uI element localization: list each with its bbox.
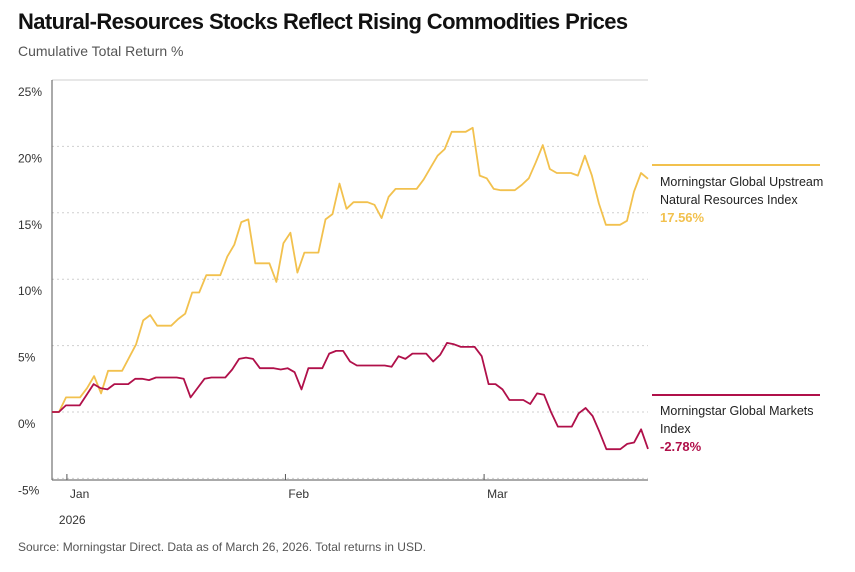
legend-value-markets: -2.78% — [660, 439, 702, 454]
x-tick-label: Jan — [70, 487, 89, 501]
legend-label-resources: Morningstar Global Upstream Natural Reso… — [660, 175, 824, 207]
x-tick-label: Feb — [288, 487, 309, 501]
y-tick-label: 20% — [18, 151, 42, 165]
legend-value-resources: 17.56% — [660, 210, 705, 225]
chart-subtitle: Cumulative Total Return % — [18, 43, 184, 59]
y-tick-label: 25% — [18, 85, 42, 99]
y-tick-label: 0% — [18, 417, 36, 431]
legend-resources: Morningstar Global Upstream Natural Reso… — [660, 173, 840, 227]
y-tick-label: 15% — [18, 218, 42, 232]
source-note: Source: Morningstar Direct. Data as of M… — [18, 540, 426, 554]
chart-title: Natural-Resources Stocks Reflect Rising … — [18, 9, 628, 34]
x-year-label: 2026 — [59, 513, 86, 527]
y-tick-label: 10% — [18, 284, 42, 298]
series-line-markets — [52, 341, 649, 451]
series-line-resources — [52, 126, 649, 413]
y-tick-label: -5% — [18, 483, 40, 497]
legend-markets: Morningstar Global Markets Index -2.78% — [660, 402, 840, 456]
legend-line-markets — [652, 394, 820, 396]
y-tick-label: 5% — [18, 351, 36, 365]
x-tick-label: Mar — [487, 487, 508, 501]
legend-label-markets: Morningstar Global Markets Index — [660, 404, 814, 436]
legend-line-resources — [652, 164, 820, 166]
